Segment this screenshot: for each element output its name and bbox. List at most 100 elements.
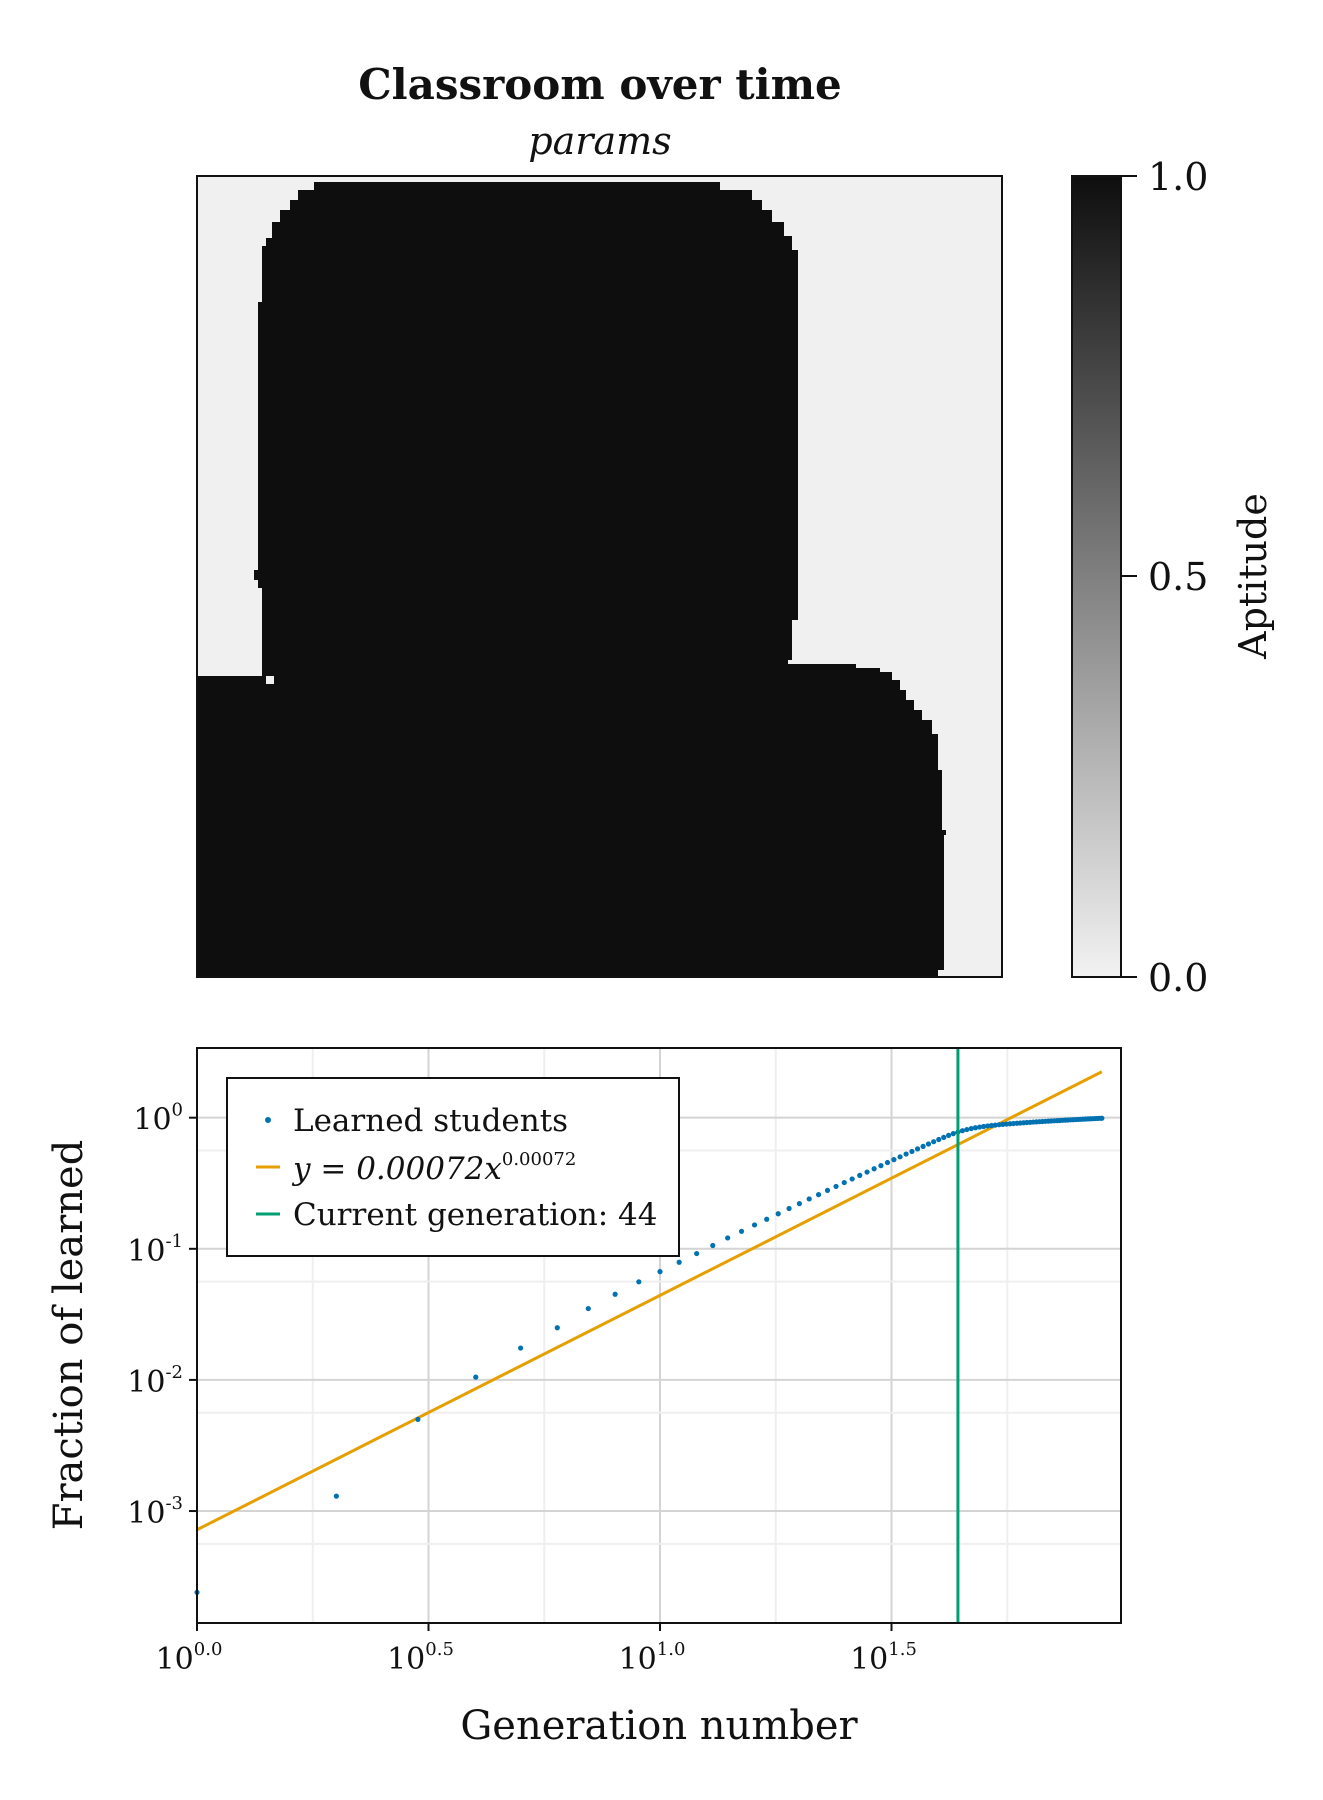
y-tick-base-0: 10 — [127, 1496, 165, 1531]
x-tick-base-2: 10 — [619, 1642, 657, 1677]
scatter-point — [884, 1159, 891, 1166]
scatter-point — [992, 1122, 998, 1128]
scatter-point — [914, 1146, 921, 1152]
legend: Learned students y = 0.00072x0.00072 Cur… — [226, 1077, 680, 1257]
y-tick-base-3: 10 — [133, 1103, 171, 1138]
y-tick-exponent-3: 0 — [172, 1100, 183, 1121]
scatter-point — [751, 1222, 758, 1228]
legend-label-fit: y = 0.00072x0.00072 — [291, 1149, 576, 1187]
plot-frame — [196, 1047, 1122, 1624]
scatter-point — [824, 1187, 831, 1193]
scatter-point — [988, 1122, 995, 1129]
y-tick-base-1: 10 — [127, 1365, 165, 1400]
scatter-point — [931, 1139, 937, 1145]
x-tick-exponent-3: 1.5 — [888, 1639, 917, 1660]
scatter-point — [841, 1179, 847, 1186]
y-tick-exponent-2: -1 — [165, 1231, 183, 1252]
scatter-point — [833, 1183, 839, 1190]
x-tick-exponent-0: 0.0 — [194, 1639, 223, 1660]
scatter-point — [1099, 1115, 1105, 1121]
y-axis-label: Fraction of learned — [46, 1140, 92, 1531]
scatter-point — [764, 1216, 770, 1222]
scatter-point — [936, 1136, 942, 1143]
x-tick-base-1: 10 — [387, 1642, 425, 1677]
scatter-point — [725, 1235, 731, 1241]
colorbar-bar — [1071, 175, 1122, 978]
scatter-point — [891, 1157, 897, 1163]
scatter-point — [415, 1416, 421, 1422]
heatmap-frame — [196, 175, 1003, 978]
scatter-point — [676, 1259, 682, 1265]
scatter-point — [612, 1291, 618, 1297]
scatter-point — [333, 1493, 339, 1499]
y-tick-base-2: 10 — [127, 1234, 165, 1269]
scatter-point — [976, 1124, 983, 1130]
scatter-point — [925, 1141, 932, 1147]
legend-box — [226, 1077, 680, 1257]
x-tick-label-2: 101.0 — [619, 1639, 686, 1677]
chart-subtitle: params — [528, 119, 671, 163]
x-tick-exponent-1: 0.5 — [425, 1639, 454, 1660]
scatter-point — [806, 1196, 812, 1202]
scatter-point — [909, 1148, 915, 1155]
y-tick-exponent-0: -3 — [165, 1493, 183, 1514]
scatter-point — [775, 1211, 781, 1217]
scatter-point — [857, 1172, 863, 1178]
heatmap-learned-region — [197, 182, 946, 977]
scatter-point — [849, 1176, 855, 1182]
scatter-point — [554, 1325, 560, 1331]
heatmap-panel — [196, 175, 1003, 978]
scatter-point — [796, 1201, 802, 1207]
x-tick-base-0: 10 — [156, 1642, 194, 1677]
x-tick-base-3: 10 — [850, 1642, 888, 1677]
legend-label-fit-exponent: 0.00072 — [502, 1149, 576, 1170]
scatter-point — [981, 1123, 987, 1130]
scatter-point — [657, 1269, 663, 1275]
fit-line-layer — [196, 1070, 1103, 1532]
x-tick-label-3: 101.5 — [850, 1639, 917, 1677]
scatter-point — [585, 1305, 591, 1312]
scatter-point — [964, 1126, 970, 1133]
x-tick-exponent-2: 1.0 — [657, 1639, 686, 1660]
scatter-point — [968, 1125, 974, 1132]
y-tick-label-3: 100 — [133, 1100, 183, 1138]
x-tick-label-0: 100.0 — [156, 1639, 223, 1677]
x-axis-ticks: 100.0 100.5 101.0 101.5 — [156, 1623, 917, 1677]
scatter-point — [959, 1128, 966, 1134]
scatter-point — [903, 1151, 909, 1157]
colorbar-tick-label-2: 1.0 — [1148, 155, 1208, 199]
scatter-point — [710, 1242, 716, 1249]
scatter-point — [815, 1192, 822, 1198]
scatter-point — [897, 1154, 903, 1160]
x-tick-label-1: 100.5 — [387, 1639, 454, 1677]
scatter-point — [864, 1169, 870, 1175]
scatter-point — [878, 1163, 884, 1169]
fit-line — [196, 1070, 1103, 1532]
legend-label-vline: Current generation: 44 — [293, 1197, 658, 1233]
scatter-point — [518, 1345, 524, 1351]
scatter-point — [636, 1279, 642, 1285]
colorbar-tick-label-1: 0.5 — [1148, 555, 1208, 599]
scatter-point — [738, 1228, 745, 1234]
legend-label-fit-base: y = 0.00072x — [291, 1151, 502, 1187]
legend-marker-scatter — [265, 1117, 271, 1123]
legend-label-scatter: Learned students — [293, 1103, 568, 1139]
colorbar: 0.0 0.5 1.0 Aptitude — [1071, 155, 1275, 1000]
chart-title: Classroom over time — [358, 60, 842, 109]
y-tick-exponent-1: -2 — [165, 1362, 183, 1383]
scatter-point — [694, 1250, 700, 1257]
colorbar-tick-label-0: 0.0 — [1148, 956, 1208, 1000]
scatter-point — [786, 1205, 792, 1212]
scatter-point — [473, 1374, 479, 1380]
scatter-point — [950, 1131, 956, 1137]
x-axis-label: Generation number — [460, 1703, 858, 1749]
scatter-point — [920, 1143, 926, 1149]
scatter-point — [985, 1123, 991, 1129]
scatter-point — [972, 1125, 979, 1131]
scatter-point — [945, 1132, 952, 1138]
y-tick-label-2: 10-1 — [127, 1231, 183, 1269]
y-tick-label-0: 10-3 — [127, 1493, 183, 1531]
